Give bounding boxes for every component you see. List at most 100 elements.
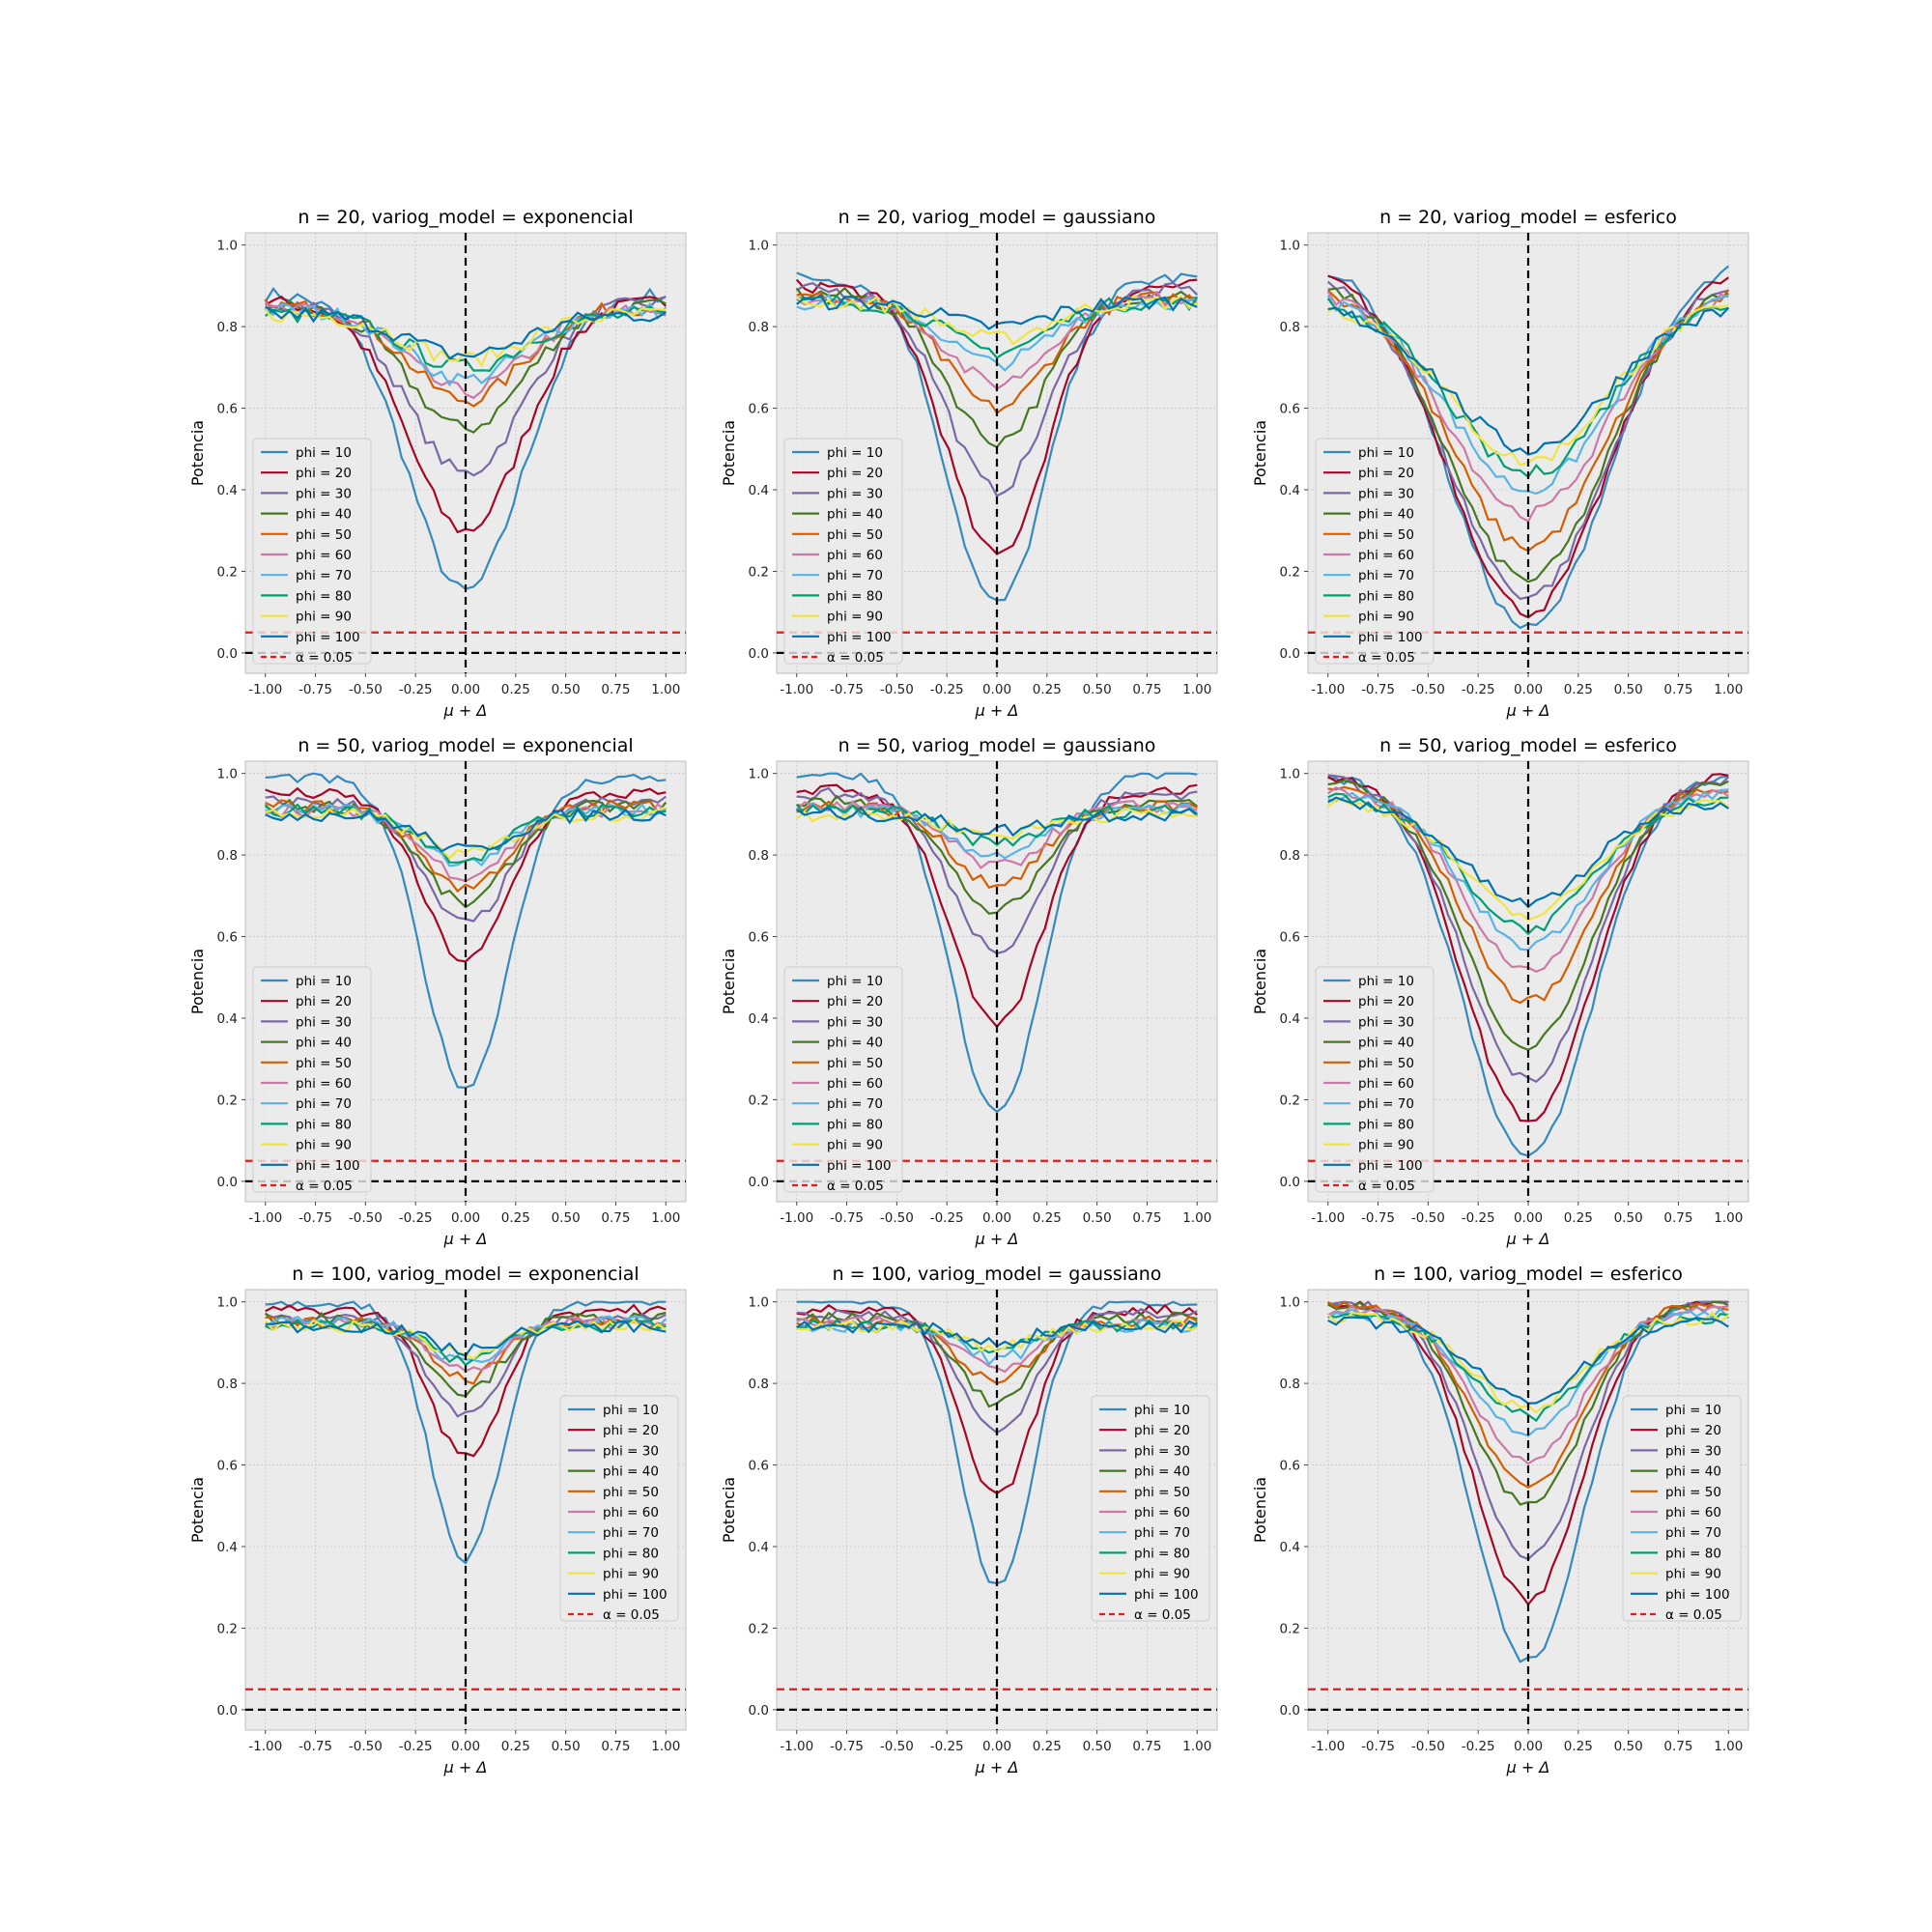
y-tick-label: 0.6: [217, 1459, 238, 1474]
legend-label: phi = 40: [296, 1036, 352, 1051]
legend-label: phi = 60: [827, 1076, 883, 1092]
legend-label: α = 0.05: [1665, 1607, 1722, 1623]
x-tick-label: -1.00: [248, 1210, 282, 1226]
y-tick-label: 0.0: [1280, 1175, 1300, 1190]
legend-label: phi = 20: [827, 466, 883, 481]
y-tick-label: 0.2: [217, 564, 238, 580]
x-tick-label: 0.75: [601, 1210, 630, 1226]
x-tick-label: -0.25: [930, 682, 964, 697]
y-tick-label: 0.4: [217, 1011, 238, 1027]
x-tick-label: -0.50: [349, 1739, 383, 1754]
x-tick-label: -0.75: [830, 1210, 864, 1226]
subplot-6: -1.00 -0.75 -0.50 -0.25 0.00 0.25 0.50 0.75 1.00…: [1251, 735, 1749, 1248]
series-line-phi-90: [795, 295, 1198, 346]
x-tick-label: -0.50: [880, 1739, 914, 1754]
legend-label: phi = 30: [603, 1443, 659, 1459]
x-tick-label: 0.50: [1083, 682, 1112, 697]
x-tick-label: -0.25: [399, 1739, 433, 1754]
y-tick-label: 0.2: [749, 1093, 769, 1108]
legend: phi = 10 phi = 20 phi = 30 phi = 40 phi = 50…: [559, 1395, 679, 1623]
x-tick-label: -0.25: [1462, 682, 1495, 697]
x-tick-label: -0.75: [298, 1210, 332, 1226]
x-tick-label: -0.75: [830, 682, 864, 697]
legend-label: phi = 10: [296, 974, 352, 989]
x-axis-label: μ + Δ: [975, 1758, 1019, 1776]
x-tick-label: -0.75: [830, 1739, 864, 1754]
series-line-phi-80: [265, 1319, 667, 1367]
legend-label: phi = 20: [296, 994, 352, 1009]
y-tick-label: 1.0: [749, 767, 769, 782]
series-line-phi-20: [265, 786, 667, 963]
y-tick-label: 0.2: [1280, 564, 1300, 580]
series-line-phi-100: [265, 305, 667, 360]
legend-label: phi = 60: [1665, 1505, 1721, 1520]
y-tick-label: 0.8: [1280, 848, 1300, 864]
y-tick-label: 1.0: [217, 239, 238, 254]
legend-label: phi = 20: [827, 994, 883, 1009]
legend-label: phi = 90: [1665, 1567, 1721, 1582]
y-axis-label: Potencia: [188, 949, 207, 1014]
legend: phi = 10 phi = 20 phi = 30 phi = 40 phi = 50…: [1315, 966, 1435, 1194]
x-tick-label: -1.00: [780, 1739, 813, 1754]
legend-label: phi = 70: [1358, 1096, 1414, 1112]
subplot-5: -1.00 -0.75 -0.50 -0.25 0.00 0.25 0.50 0.75 1.00…: [720, 735, 1218, 1248]
legend-box: [252, 966, 372, 1193]
y-tick-label: 0.4: [749, 1011, 769, 1027]
legend: phi = 10 phi = 20 phi = 30 phi = 40 phi = 50…: [1091, 1395, 1210, 1623]
y-axis-label: Potencia: [720, 949, 738, 1014]
x-tick-label: 0.00: [1514, 1210, 1543, 1226]
legend-label: phi = 90: [1134, 1567, 1190, 1582]
y-tick-label: 1.0: [217, 767, 238, 782]
legend-box: [1091, 1395, 1210, 1622]
x-tick-label: -0.25: [399, 682, 433, 697]
y-tick-label: 1.0: [749, 1295, 769, 1311]
series-line-phi-50: [1327, 1300, 1729, 1489]
legend-label: phi = 90: [603, 1567, 659, 1582]
x-axis-label: μ + Δ: [1506, 701, 1550, 720]
series-line-phi-10: [265, 1300, 667, 1565]
y-tick-label: 0.8: [1280, 320, 1300, 335]
legend-label: phi = 80: [1358, 1117, 1414, 1132]
x-tick-label: -0.50: [880, 682, 914, 697]
y-tick-label: 0.2: [749, 1621, 769, 1636]
x-axis-label: μ + Δ: [443, 701, 488, 720]
x-tick-label: 0.25: [1033, 1210, 1062, 1226]
series-line-phi-100: [265, 808, 667, 853]
y-tick-label: 0.8: [217, 320, 238, 335]
y-tick-label: 0.6: [1280, 930, 1300, 946]
legend-label: phi = 80: [296, 588, 352, 604]
legend-label: phi = 50: [1665, 1485, 1721, 1500]
x-tick-label: 0.00: [451, 1210, 480, 1226]
legend-label: phi = 80: [1358, 588, 1414, 604]
y-tick-label: 0.2: [217, 1093, 238, 1108]
legend-label: phi = 40: [1358, 507, 1414, 523]
x-axis-label: μ + Δ: [975, 701, 1019, 720]
x-tick-label: 0.50: [1614, 1210, 1643, 1226]
y-tick-label: 1.0: [1280, 239, 1300, 254]
legend-label: phi = 50: [296, 1056, 352, 1071]
series-line-phi-90: [1326, 798, 1730, 922]
y-tick-label: 0.8: [749, 320, 769, 335]
series-line-phi-10: [265, 772, 667, 1090]
legend: phi = 10 phi = 20 phi = 30 phi = 40 phi = 50…: [1622, 1395, 1742, 1623]
legend-label: α = 0.05: [296, 1179, 353, 1194]
y-axis-label: Potencia: [720, 420, 738, 486]
legend-label: phi = 100: [827, 1158, 892, 1174]
y-tick-label: 0.2: [1280, 1093, 1300, 1108]
legend-label: α = 0.05: [827, 650, 884, 666]
legend-label: phi = 70: [296, 568, 352, 583]
x-tick-label: 0.50: [1083, 1210, 1112, 1226]
subplot-2: -1.00 -0.75 -0.50 -0.25 0.00 0.25 0.50 0.75 1.00…: [720, 207, 1218, 720]
y-tick-label: 0.4: [1280, 1540, 1300, 1555]
subplot-1: -1.00 -0.75 -0.50 -0.25 0.00 0.25 0.50 0.75 1.00…: [188, 207, 687, 720]
y-tick-label: 0.6: [749, 402, 769, 417]
legend-label: phi = 60: [1358, 548, 1414, 563]
series-line-phi-80: [796, 294, 1199, 359]
legend-label: phi = 90: [827, 610, 883, 625]
legend-label: phi = 100: [296, 630, 360, 645]
legend-label: phi = 20: [603, 1423, 659, 1438]
subplot-4: -1.00 -0.75 -0.50 -0.25 0.00 0.25 0.50 0.75 1.00…: [188, 735, 687, 1248]
x-tick-label: 0.75: [601, 1739, 630, 1754]
legend-label: phi = 90: [1358, 1138, 1414, 1153]
subplot-title: n = 100, variog_model = esferico: [1374, 1264, 1683, 1285]
